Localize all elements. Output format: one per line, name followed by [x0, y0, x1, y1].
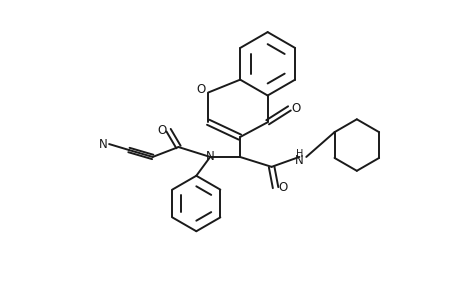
Text: O: O — [291, 102, 300, 115]
Text: H: H — [295, 149, 302, 159]
Text: N: N — [294, 154, 303, 167]
Text: N: N — [99, 138, 107, 151]
Text: O: O — [157, 124, 166, 137]
Text: O: O — [277, 181, 286, 194]
Text: N: N — [205, 150, 214, 164]
Text: O: O — [196, 83, 206, 96]
